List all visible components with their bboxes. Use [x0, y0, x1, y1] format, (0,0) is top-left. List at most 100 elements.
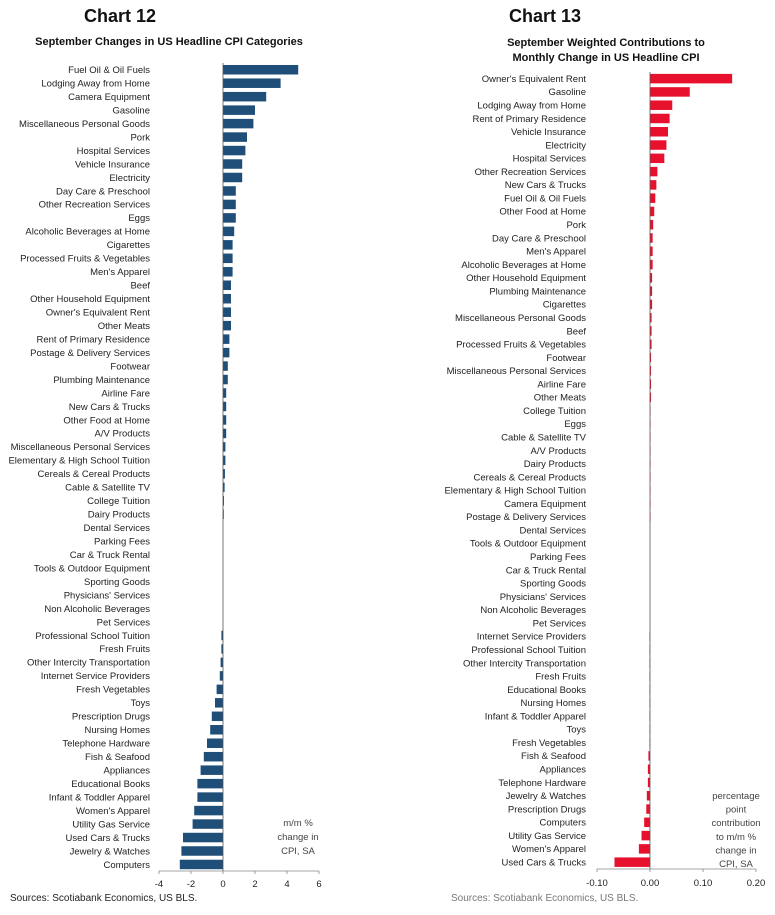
chart12-bar: [223, 91, 267, 102]
chart13-category-label: Women's Apparel: [512, 844, 586, 855]
chart12-category-label: Used Cars & Trucks: [66, 833, 151, 844]
chart12-bar: [223, 401, 227, 412]
chart12-bar: [210, 725, 223, 735]
chart13-category-label: Electricity: [545, 140, 586, 151]
chart13-bar: [646, 804, 650, 814]
chart12-category-label: Utility Gas Service: [72, 819, 150, 830]
chart12-title: September Changes in US Headline CPI Cat…: [35, 36, 303, 48]
chart13-category-label: Camera Equipment: [504, 499, 586, 510]
chart12-category-label: Footwear: [110, 361, 150, 372]
chart13-category-label: Airline Fare: [537, 379, 586, 390]
chart12-category-label: Processed Fruits & Vegetables: [20, 254, 150, 265]
chart13-category-label: Sporting Goods: [520, 579, 586, 590]
chart12-category-label: Pork: [130, 132, 150, 143]
chart13-category-label: Telephone Hardware: [498, 778, 586, 789]
chart12-bar: [194, 805, 223, 816]
chart13-category-label: A/V Products: [531, 446, 587, 457]
chart13-category-label: Nursing Homes: [521, 698, 587, 709]
chart12-bar: [223, 199, 236, 210]
chart13-unit-note: change in: [715, 845, 756, 856]
chart12-bar: [223, 64, 299, 75]
chart12-category-label: Appliances: [104, 765, 151, 776]
chart13-category-label: Parking Fees: [530, 552, 586, 563]
chart12-bar: [216, 684, 223, 695]
chart12-bar: [223, 118, 254, 129]
chart12-category-label: Non Alcoholic Beverages: [44, 604, 150, 615]
chart13-bar: [638, 844, 650, 854]
chart12-category-label: New Cars & Trucks: [69, 402, 151, 413]
chart12-bar: [223, 253, 233, 264]
chart12-category-label: Other Household Equipment: [30, 294, 150, 305]
chart13-bar: [650, 352, 652, 363]
chart13-category-label: Miscellaneous Personal Services: [447, 366, 587, 377]
chart13-bar: [650, 140, 667, 150]
chart12-category-label: Hospital Services: [77, 146, 151, 157]
chart12-x-tick-label: 6: [316, 879, 321, 890]
chart12-bar: [223, 280, 231, 291]
chart13-category-label: Pet Services: [533, 618, 587, 629]
chart13-unit-note: point: [726, 805, 747, 816]
chart12-x-tick-label: 4: [284, 879, 289, 890]
chart12-bar: [203, 751, 223, 762]
chart13-bar: [650, 193, 656, 203]
chart13-category-label: Other Household Equipment: [466, 273, 586, 284]
chart12-category-label: A/V Products: [95, 429, 151, 440]
chart13-category-label: Fuel Oil & Oil Fuels: [504, 193, 586, 204]
chart12-category-label: Toys: [130, 698, 150, 709]
chart13-bar: [650, 233, 653, 243]
chart12-bar: [223, 334, 230, 344]
chart13-category-label: Other Recreation Services: [475, 167, 587, 178]
chart12-bar: [223, 482, 225, 493]
chart12-source: Sources: Scotiabank Economics, US BLS.: [10, 893, 198, 904]
chart13-bar: [650, 153, 665, 164]
chart13-category-label: Other Food at Home: [499, 207, 586, 218]
chart12-x-tick-label: -4: [155, 879, 163, 890]
chart13-category-label: Gasoline: [549, 87, 587, 98]
chart13-category-label: Processed Fruits & Vegetables: [456, 340, 586, 351]
chart13-category-label: Fresh Vegetables: [512, 738, 586, 749]
chart12-category-label: Sporting Goods: [84, 577, 150, 588]
chart13-bar: [650, 326, 652, 336]
chart12-unit-note: m/m %: [283, 818, 313, 829]
chart12-bar: [223, 105, 255, 115]
chart12-category-label: Owner's Equivalent Rent: [46, 307, 151, 318]
chart12-category-label: Fuel Oil & Oil Fuels: [68, 65, 150, 76]
chart12-category-label: Beef: [130, 281, 150, 292]
chart13-bar: [650, 73, 733, 84]
chart12-category-label: Other Food at Home: [63, 415, 150, 426]
chart13-bar: [650, 312, 652, 323]
chart12-category-label: Fresh Fruits: [99, 644, 150, 655]
chart12-bar: [200, 765, 223, 775]
chart12-bar: [219, 671, 223, 681]
chart13-category-label: Cable & Satellite TV: [501, 433, 587, 444]
chart13-bar: [650, 259, 653, 270]
chart12-unit-note: change in: [277, 832, 318, 843]
chart13-category-label: Tools & Outdoor Equipment: [470, 539, 587, 550]
chart12-category-label: Cereals & Cereal Products: [38, 469, 151, 480]
chart13-category-label: Used Cars & Trucks: [502, 857, 587, 868]
chart12-bar: [211, 711, 223, 722]
chart13-bar: [650, 113, 670, 124]
chart12-category-label: Miscellaneous Personal Services: [11, 442, 151, 453]
chart13-category-label: Vehicle Insurance: [511, 127, 586, 138]
chart13-bar: [650, 299, 653, 310]
chart12-bar: [223, 172, 243, 183]
chart13-category-label: Internet Service Providers: [477, 632, 587, 643]
chart12-category-label: Camera Equipment: [68, 92, 150, 103]
chart12-category-label: Jewelry & Watches: [70, 846, 151, 857]
chart12-category-label: Men's Apparel: [90, 267, 150, 278]
chart13-bar: [650, 100, 673, 110]
chart13-bar: [650, 379, 652, 389]
chart12-bar: [223, 78, 281, 88]
chart13-category-label: Dental Services: [519, 525, 586, 536]
chart12-bar: [192, 819, 223, 829]
chart12-category-label: Eggs: [128, 213, 150, 224]
chart12-bar: [223, 361, 228, 371]
chart13-bar: [650, 366, 652, 376]
chart12-category-label: Infant & Toddler Apparel: [49, 792, 150, 803]
chart13-bar: [650, 87, 690, 97]
chart13-heading: Chart 13: [509, 6, 582, 26]
chart13-source: Sources: Scotiabank Economics, US BLS.: [451, 893, 639, 904]
chart12-category-label: Other Recreation Services: [39, 200, 151, 211]
chart12-bar: [220, 657, 223, 668]
